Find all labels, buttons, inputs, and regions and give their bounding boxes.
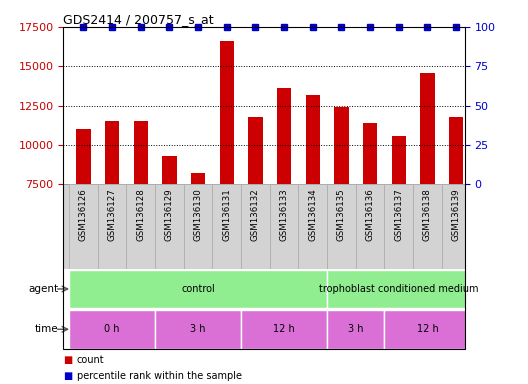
Text: ■: ■ xyxy=(63,356,73,366)
Bar xyxy=(306,94,320,184)
Text: GSM136137: GSM136137 xyxy=(394,189,403,241)
Text: 12 h: 12 h xyxy=(273,324,295,334)
Text: 0 h: 0 h xyxy=(105,324,120,334)
Bar xyxy=(384,310,470,349)
Text: GSM136126: GSM136126 xyxy=(79,189,88,241)
Bar xyxy=(277,88,291,184)
Text: ■: ■ xyxy=(63,371,73,381)
Bar xyxy=(327,270,470,308)
Bar xyxy=(105,121,119,184)
Bar xyxy=(413,184,442,269)
Bar xyxy=(298,184,327,269)
Text: 3 h: 3 h xyxy=(190,324,206,334)
Bar xyxy=(392,136,406,184)
Text: 12 h: 12 h xyxy=(417,324,438,334)
Text: 3 h: 3 h xyxy=(348,324,363,334)
Text: count: count xyxy=(77,356,104,366)
Bar xyxy=(76,129,91,184)
Bar xyxy=(126,184,155,269)
Text: GSM136130: GSM136130 xyxy=(194,189,203,241)
Text: GSM136129: GSM136129 xyxy=(165,189,174,241)
Bar xyxy=(69,310,155,349)
Bar xyxy=(248,117,262,184)
Bar xyxy=(384,184,413,269)
Bar xyxy=(270,184,298,269)
Text: GDS2414 / 200757_s_at: GDS2414 / 200757_s_at xyxy=(63,13,214,26)
Text: GSM136128: GSM136128 xyxy=(136,189,145,241)
Bar xyxy=(184,184,212,269)
Text: GSM136135: GSM136135 xyxy=(337,189,346,241)
Text: GSM136132: GSM136132 xyxy=(251,189,260,241)
Text: control: control xyxy=(181,284,215,294)
Text: GSM136133: GSM136133 xyxy=(279,189,289,241)
Text: agent: agent xyxy=(28,284,58,294)
Text: GSM136136: GSM136136 xyxy=(365,189,374,241)
Text: GSM136131: GSM136131 xyxy=(222,189,231,241)
Text: time: time xyxy=(34,324,58,334)
Bar xyxy=(220,41,234,184)
Bar xyxy=(155,310,241,349)
Bar xyxy=(356,184,384,269)
Bar xyxy=(69,184,98,269)
Bar xyxy=(241,184,270,269)
Bar xyxy=(442,184,470,269)
Bar xyxy=(191,173,205,184)
Bar xyxy=(449,117,463,184)
Bar xyxy=(363,123,377,184)
Bar xyxy=(327,184,356,269)
Bar xyxy=(420,73,435,184)
Text: percentile rank within the sample: percentile rank within the sample xyxy=(77,371,242,381)
Bar xyxy=(134,121,148,184)
Text: GSM136138: GSM136138 xyxy=(423,189,432,241)
Bar xyxy=(155,184,184,269)
Text: GSM136139: GSM136139 xyxy=(451,189,460,241)
Bar xyxy=(162,156,176,184)
Bar xyxy=(241,310,327,349)
Text: GSM136127: GSM136127 xyxy=(108,189,117,241)
Bar xyxy=(334,107,348,184)
Text: trophoblast conditioned medium: trophoblast conditioned medium xyxy=(319,284,478,294)
Bar xyxy=(327,310,384,349)
Bar xyxy=(98,184,126,269)
Bar xyxy=(212,184,241,269)
Text: GSM136134: GSM136134 xyxy=(308,189,317,241)
Bar xyxy=(69,270,327,308)
